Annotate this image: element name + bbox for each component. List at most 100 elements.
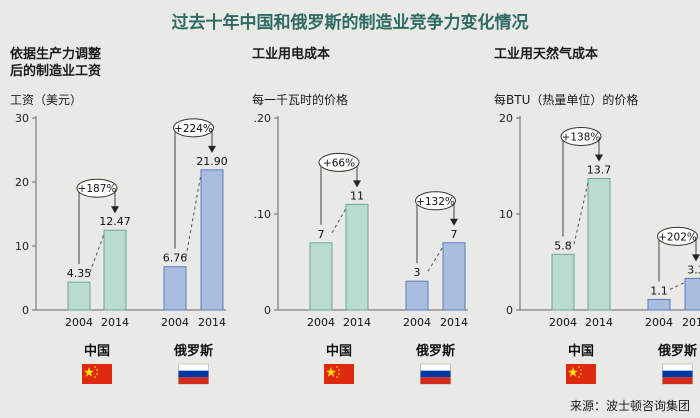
china-flag (82, 364, 112, 384)
change-label: +132% (416, 196, 455, 208)
bar (309, 242, 333, 311)
x-tick-label: 2004 (65, 316, 93, 329)
flag-star (338, 369, 340, 371)
y-tick-label: 20 (499, 112, 513, 125)
chart-ylabel: 每BTU（热量单位）的价格 (494, 93, 639, 107)
x-tick-label: 2004 (645, 316, 673, 329)
change-bubble (318, 152, 360, 172)
bar (442, 242, 466, 311)
flag-star (338, 373, 340, 375)
y-tick-label: 30 (15, 112, 29, 125)
chart-title: 工业用天然气成本 (494, 47, 599, 62)
data-label: 6.76 (163, 252, 188, 265)
x-tick-label: 2014 (101, 316, 129, 329)
flag-stripe-blue (662, 370, 693, 378)
flag-star (96, 369, 98, 371)
china-flag (566, 364, 596, 384)
data-label: 11 (350, 189, 364, 202)
data-label: 12.47 (99, 215, 131, 228)
bar (200, 169, 224, 311)
chart-gas: 0 10 20 5.8 2004 13.7 2014 +138% 中国 1.1 2004 3.3 201… (499, 112, 700, 385)
trend-connector (185, 173, 202, 257)
chart-title: 工业用电成本 (252, 47, 331, 62)
bar (551, 253, 575, 311)
flag-star (578, 366, 580, 368)
data-label: 13.7 (587, 163, 612, 176)
chart-electricity: 0 .10 .20 7 2004 11 2014 +66% 中国 3 2004 7 2014 +132% 俄… (254, 112, 468, 385)
flag-stripe-blue (420, 370, 451, 378)
flag-star (568, 367, 578, 377)
trend-connector (89, 234, 105, 273)
flag-star (580, 369, 582, 371)
group-label: 中国 (84, 343, 110, 359)
x-tick-label: 2014 (440, 316, 468, 329)
bar (67, 281, 91, 311)
chart-ylabel: 工资（美元） (10, 93, 83, 107)
flag-star (94, 366, 96, 368)
change-label: +138% (562, 131, 601, 143)
flag-star (94, 376, 96, 378)
y-tick-label: 0 (264, 304, 271, 317)
bar (103, 229, 127, 311)
y-tick-label: 0 (506, 304, 513, 317)
chart-panel-electricity: 0 .10 .20 7 2004 11 2014 +66% 中国 3 2004 7 2014 +132% 俄… (252, 46, 482, 386)
chart-panel-gas: 0 10 20 5.8 2004 13.7 2014 +138% 中国 1.1 2004 3.3 201… (494, 46, 700, 386)
y-tick-label: .10 (254, 208, 272, 221)
group-label: 俄罗斯 (173, 343, 213, 359)
chart-panel-wages: 0 10 20 30 4.35 2004 12.47 2014 +187% 中国 6.76 2004 2… (10, 46, 240, 386)
arrow-head-icon (595, 154, 603, 162)
bar (345, 203, 369, 311)
data-label: 1.1 (650, 284, 668, 297)
source-note: 来源：波士顿咨询集团 (569, 399, 690, 413)
change-bubble (415, 191, 456, 211)
russia-flag (420, 363, 451, 385)
data-label: 3 (414, 266, 421, 279)
data-label: 3.3 (687, 263, 700, 276)
trend-connector (573, 182, 589, 245)
flag-star (84, 367, 94, 377)
russia-flag (662, 363, 693, 385)
china-flag (324, 364, 354, 384)
change-bubble (76, 178, 118, 198)
arrow-head-icon (208, 145, 216, 153)
flag-stripe-red (662, 377, 693, 384)
x-tick-label: 2014 (198, 316, 226, 329)
change-label: +66% (323, 157, 355, 169)
change-bubble (657, 226, 698, 246)
change-label: +224% (174, 123, 213, 135)
flag-star (96, 373, 98, 375)
data-label: 7 (451, 228, 458, 241)
arrow-head-icon (450, 218, 458, 226)
flag-star (336, 376, 338, 378)
flag-stripe-red (420, 377, 451, 384)
x-tick-label: 2014 (585, 316, 613, 329)
bar (587, 177, 611, 311)
x-tick-label: 2004 (161, 316, 189, 329)
change-bubble (560, 126, 602, 146)
x-tick-label: 2004 (549, 316, 577, 329)
flag-stripe-red (178, 377, 209, 384)
y-tick-label: 10 (15, 240, 29, 253)
y-tick-label: 10 (499, 208, 513, 221)
change-label: +202% (658, 231, 697, 243)
group-label: 中国 (568, 343, 594, 359)
change-bubble (173, 118, 214, 138)
chart-wages: 0 10 20 30 4.35 2004 12.47 2014 +187% 中国 6.76 2004 2… (15, 112, 228, 385)
flag-star (578, 376, 580, 378)
russia-flag (178, 363, 209, 385)
group-label: 中国 (326, 343, 352, 359)
arrow-head-icon (353, 180, 361, 188)
flag-stripe-blue (178, 370, 209, 378)
flag-star (580, 373, 582, 375)
group-label: 俄罗斯 (415, 343, 455, 359)
page-title: 过去十年中国和俄罗斯的制造业竞争力变化情况 (171, 13, 529, 33)
x-tick-label: 2004 (403, 316, 431, 329)
data-label: 21.90 (196, 155, 228, 168)
bar (684, 277, 700, 311)
arrow-head-icon (692, 254, 700, 262)
trend-connector (669, 281, 686, 290)
x-tick-label: 2004 (307, 316, 335, 329)
bar (405, 280, 429, 311)
group-label: 俄罗斯 (657, 343, 697, 359)
flag-star (326, 367, 336, 377)
